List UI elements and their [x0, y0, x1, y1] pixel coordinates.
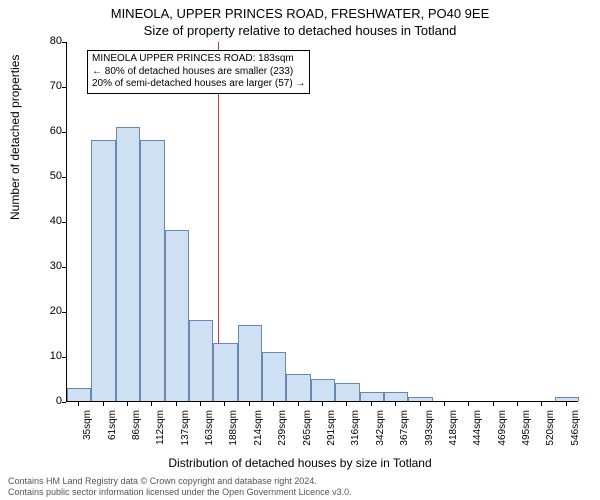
x-tick-mark	[103, 402, 104, 406]
y-tick-label: 0	[40, 395, 62, 407]
x-tick-label: 520sqm	[545, 410, 556, 460]
x-tick-label: 316sqm	[350, 410, 361, 460]
y-tick-mark	[62, 357, 66, 358]
x-tick-mark	[298, 402, 299, 406]
histogram-bar	[360, 392, 384, 401]
x-tick-mark	[78, 402, 79, 406]
y-tick-label: 70	[40, 80, 62, 92]
histogram-bar	[189, 320, 213, 401]
x-tick-label: 86sqm	[131, 410, 142, 460]
y-tick-label: 20	[40, 305, 62, 317]
histogram-bar	[311, 379, 335, 402]
x-tick-mark	[395, 402, 396, 406]
histogram-bar	[91, 140, 115, 401]
y-tick-label: 60	[40, 125, 62, 137]
x-tick-label: 239sqm	[277, 410, 288, 460]
x-tick-label: 61sqm	[107, 410, 118, 460]
y-tick-label: 50	[40, 170, 62, 182]
x-tick-label: 112sqm	[155, 410, 166, 460]
x-tick-mark	[151, 402, 152, 406]
histogram-bar	[555, 397, 579, 402]
histogram-bar	[262, 352, 286, 402]
histogram-bar	[165, 230, 189, 401]
x-tick-mark	[127, 402, 128, 406]
x-tick-label: 265sqm	[302, 410, 313, 460]
histogram-bar	[213, 343, 237, 402]
x-tick-label: 367sqm	[399, 410, 410, 460]
y-tick-mark	[62, 87, 66, 88]
histogram-bar	[140, 140, 164, 401]
x-tick-mark	[322, 402, 323, 406]
x-tick-label: 137sqm	[180, 410, 191, 460]
footer-line-1: Contains HM Land Registry data © Crown c…	[8, 476, 352, 487]
y-tick-mark	[62, 312, 66, 313]
x-tick-label: 546sqm	[570, 410, 581, 460]
annotation-line-3: 20% of semi-detached houses are larger (…	[92, 78, 305, 91]
x-tick-label: 393sqm	[424, 410, 435, 460]
x-tick-mark	[468, 402, 469, 406]
x-tick-mark	[346, 402, 347, 406]
y-tick-label: 10	[40, 350, 62, 362]
y-tick-label: 40	[40, 215, 62, 227]
x-tick-label: 163sqm	[204, 410, 215, 460]
y-tick-mark	[62, 132, 66, 133]
histogram-bar	[384, 392, 408, 401]
x-tick-label: 188sqm	[228, 410, 239, 460]
x-tick-label: 342sqm	[375, 410, 386, 460]
x-tick-mark	[224, 402, 225, 406]
y-tick-label: 30	[40, 260, 62, 272]
x-tick-mark	[273, 402, 274, 406]
x-tick-mark	[493, 402, 494, 406]
annotation-line-1: MINEOLA UPPER PRINCES ROAD: 183sqm	[92, 53, 305, 66]
chart-plot-area: MINEOLA UPPER PRINCES ROAD: 183sqm ← 80%…	[66, 42, 578, 402]
histogram-bar	[238, 325, 262, 402]
histogram-bar	[116, 127, 140, 402]
y-axis-label: Number of detached properties	[8, 55, 22, 220]
y-tick-mark	[62, 222, 66, 223]
x-tick-mark	[200, 402, 201, 406]
histogram-bar	[286, 374, 310, 401]
histogram-bar	[335, 383, 359, 401]
y-tick-mark	[62, 267, 66, 268]
annotation-box: MINEOLA UPPER PRINCES ROAD: 183sqm ← 80%…	[87, 50, 310, 94]
x-tick-label: 291sqm	[326, 410, 337, 460]
x-tick-label: 418sqm	[448, 410, 459, 460]
y-tick-mark	[62, 402, 66, 403]
x-tick-label: 35sqm	[82, 410, 93, 460]
x-tick-mark	[541, 402, 542, 406]
x-tick-label: 469sqm	[497, 410, 508, 460]
chart-title-sub: Size of property relative to detached ho…	[0, 23, 600, 38]
chart-container: MINEOLA, UPPER PRINCES ROAD, FRESHWATER,…	[0, 0, 600, 500]
chart-title-address: MINEOLA, UPPER PRINCES ROAD, FRESHWATER,…	[0, 6, 600, 21]
x-tick-mark	[371, 402, 372, 406]
histogram-bar	[67, 388, 91, 402]
x-tick-mark	[249, 402, 250, 406]
x-tick-mark	[420, 402, 421, 406]
x-tick-mark	[176, 402, 177, 406]
x-tick-label: 495sqm	[521, 410, 532, 460]
histogram-bar	[408, 397, 432, 402]
x-tick-mark	[444, 402, 445, 406]
x-tick-mark	[517, 402, 518, 406]
footer-attribution: Contains HM Land Registry data © Crown c…	[8, 476, 352, 498]
x-tick-mark	[566, 402, 567, 406]
footer-line-2: Contains public sector information licen…	[8, 487, 352, 498]
annotation-line-2: ← 80% of detached houses are smaller (23…	[92, 66, 305, 79]
x-tick-label: 444sqm	[472, 410, 483, 460]
x-tick-label: 214sqm	[253, 410, 264, 460]
y-tick-label: 80	[40, 35, 62, 47]
y-tick-mark	[62, 177, 66, 178]
y-tick-mark	[62, 42, 66, 43]
